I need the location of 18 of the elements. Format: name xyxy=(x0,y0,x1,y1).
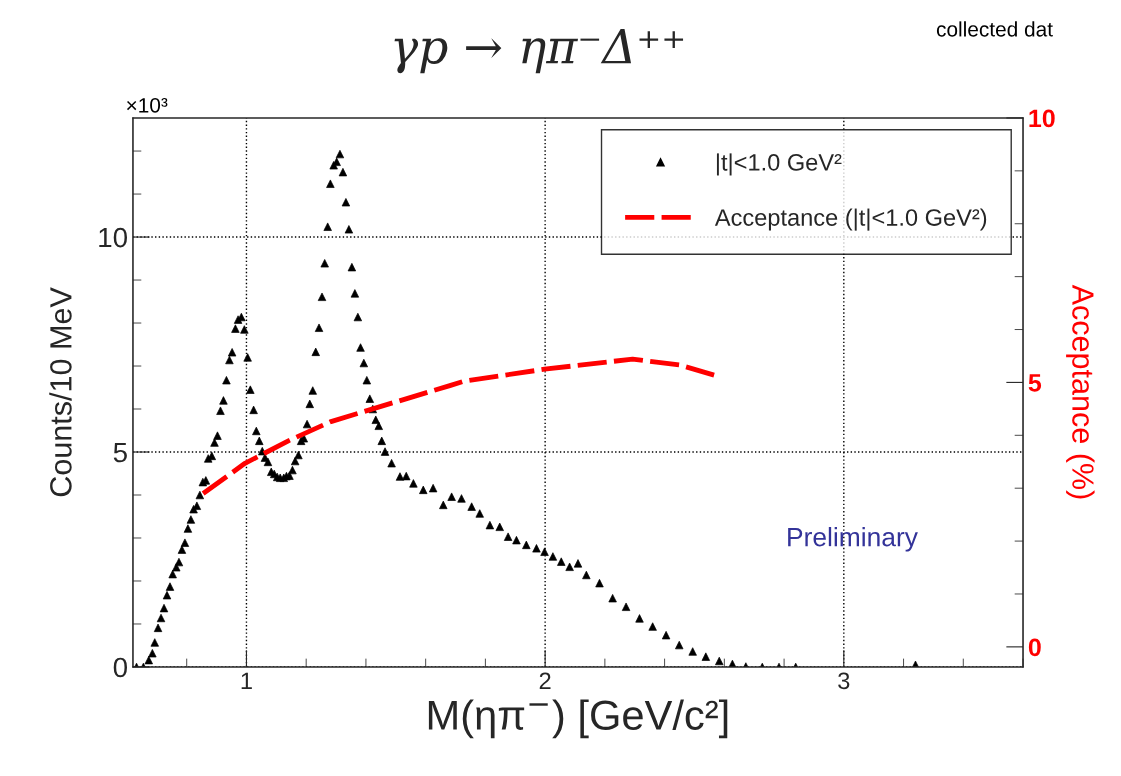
x-tick-label: 2 xyxy=(539,672,551,689)
text: ×10³ xyxy=(127,97,168,113)
annotation: Preliminary xyxy=(788,527,918,552)
legend-label: |t|<1.0 GeV² xyxy=(716,153,842,176)
x-tick-label: 3 xyxy=(838,672,850,690)
y-axis-title: Counts/10 MeV xyxy=(49,287,72,497)
y-tick-label: 10 xyxy=(99,227,128,248)
y2-tick-label: 5 xyxy=(1028,374,1042,392)
y2-axis-title: Acceptance (%) xyxy=(1066,284,1095,499)
text: collected dat xyxy=(936,21,1053,37)
chart-title: γp → ηπ⁻Δ⁺⁺ xyxy=(394,28,684,74)
y-tick-label: 0 xyxy=(113,657,127,678)
y2-tick-label: 0 xyxy=(1028,638,1041,657)
legend-label: Acceptance (|t|<1.0 GeV²) xyxy=(714,208,987,231)
x-axis-title: M(ηπ$^{−}$) [GeV/c²] xyxy=(428,699,728,739)
y-tick-label: 5 xyxy=(113,442,127,463)
y2-tick-label: 10 xyxy=(1029,109,1055,128)
x-tick-label: 1 xyxy=(241,672,252,689)
